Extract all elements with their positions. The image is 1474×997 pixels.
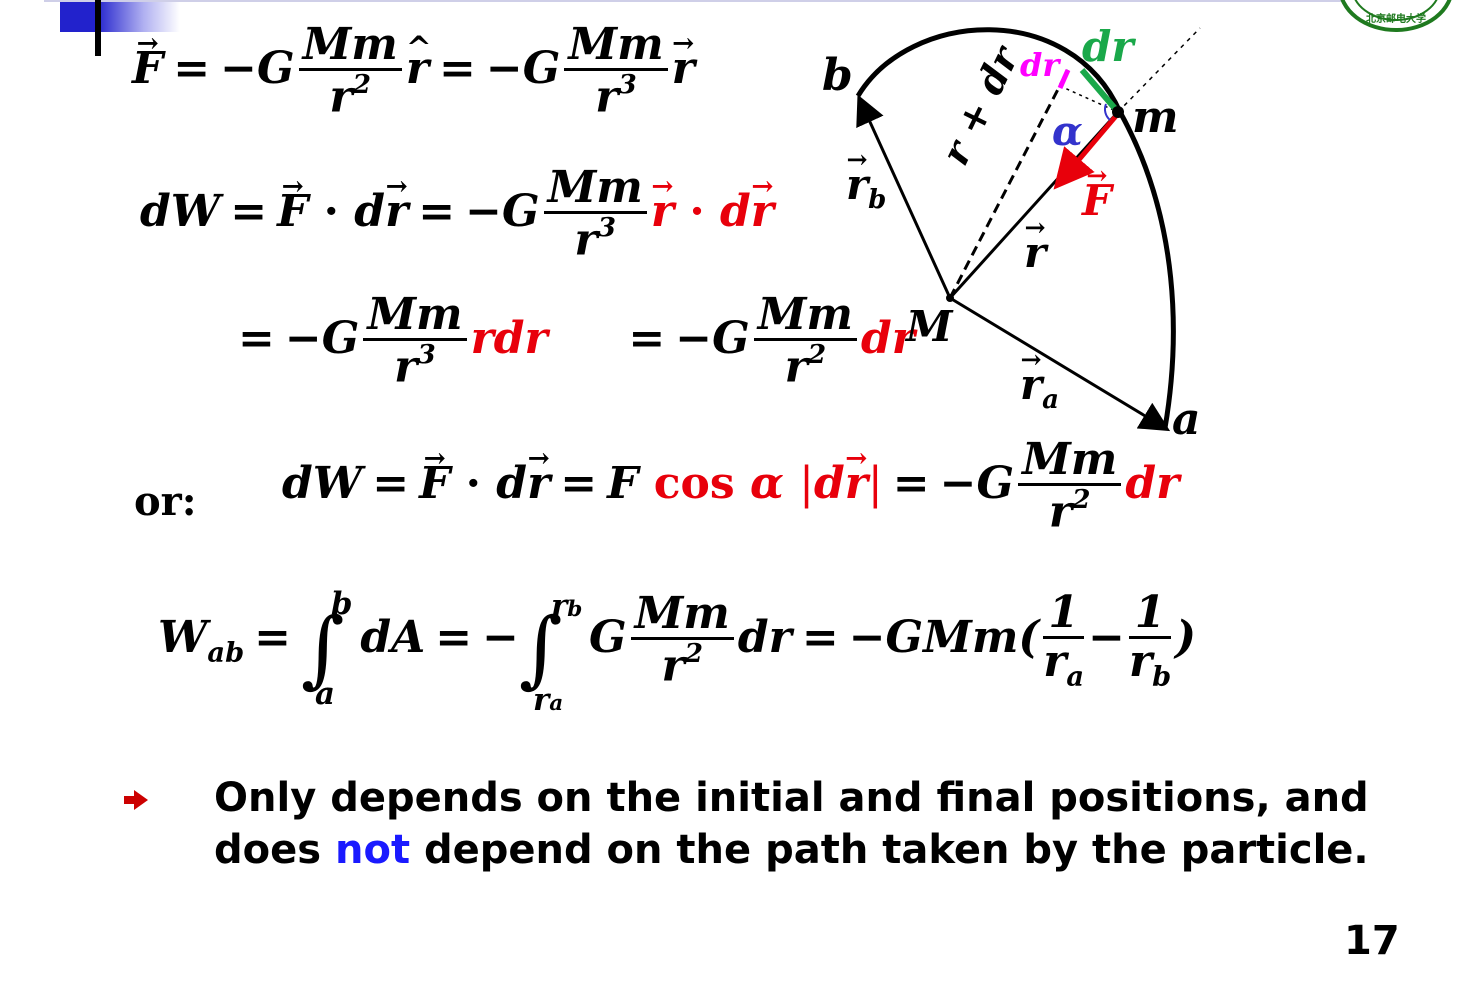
label-r-b: rb bbox=[846, 144, 886, 215]
header-gradient-bar bbox=[60, 0, 180, 32]
bullet-line-1: Only depends on the initial and final po… bbox=[214, 775, 1369, 821]
alpha-arc bbox=[1103, 103, 1111, 121]
label-a: a bbox=[1172, 394, 1201, 445]
bullet-line-2: does not depend on the path taken by the… bbox=[214, 827, 1369, 873]
page-number: 17 bbox=[1344, 918, 1400, 964]
label-F: F bbox=[1082, 160, 1112, 225]
header-rule bbox=[44, 0, 1344, 2]
university-seal-icon: 北京邮电大学 bbox=[1336, 0, 1456, 32]
work-integral-equation: Wab = ∫ b a dA = −∫ rb ra G Mm r2 dr = −GMm(1 ra −1 rb) bbox=[158, 586, 1197, 719]
point-M bbox=[946, 294, 954, 302]
work-differential-continued: = −G Mm r3 rdr = −G Mm r2 dr bbox=[238, 289, 915, 393]
header-vertical-tick bbox=[95, 0, 101, 56]
label-dr-vector: dr bbox=[1082, 22, 1134, 71]
svg-text:北京邮电大学: 北京邮电大学 bbox=[1366, 12, 1426, 25]
force-vector bbox=[1053, 114, 1118, 190]
or-label: or: bbox=[134, 478, 197, 525]
not-highlight: not bbox=[334, 827, 411, 873]
rb-vector bbox=[856, 94, 952, 299]
radial-extension-line bbox=[1117, 27, 1201, 113]
ra-vector bbox=[949, 296, 1171, 432]
label-alpha: α bbox=[1052, 108, 1083, 155]
label-M: M bbox=[906, 302, 953, 351]
r-plus-dr-vector bbox=[948, 69, 1070, 299]
arrow-bullet-icon bbox=[124, 790, 150, 810]
trajectory-curve bbox=[855, 27, 1176, 429]
label-r: r bbox=[1024, 212, 1046, 277]
label-b: b bbox=[822, 50, 853, 101]
label-dr-scalar: dr bbox=[1020, 46, 1060, 84]
point-m bbox=[1112, 106, 1124, 118]
dr-vector bbox=[1079, 68, 1121, 114]
label-m: m bbox=[1132, 92, 1179, 143]
dr-scalar-segment bbox=[1057, 68, 1071, 90]
bullet-text: Only depends on the initial and final po… bbox=[214, 772, 1369, 876]
label-r-a: ra bbox=[1020, 344, 1059, 415]
orbit-diagram: b m M a rb ra r F α dr dr r + dr bbox=[820, 20, 1220, 445]
